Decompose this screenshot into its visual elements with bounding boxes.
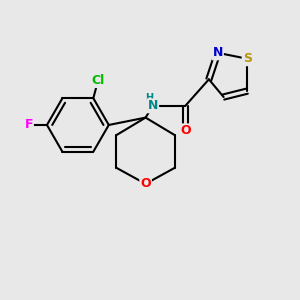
Text: F: F — [24, 118, 33, 131]
Text: Cl: Cl — [92, 74, 105, 87]
Text: H: H — [145, 93, 154, 103]
Text: O: O — [140, 177, 151, 190]
Text: O: O — [180, 124, 190, 137]
Text: S: S — [243, 52, 252, 65]
Text: N: N — [212, 46, 223, 59]
Text: N: N — [148, 99, 158, 112]
